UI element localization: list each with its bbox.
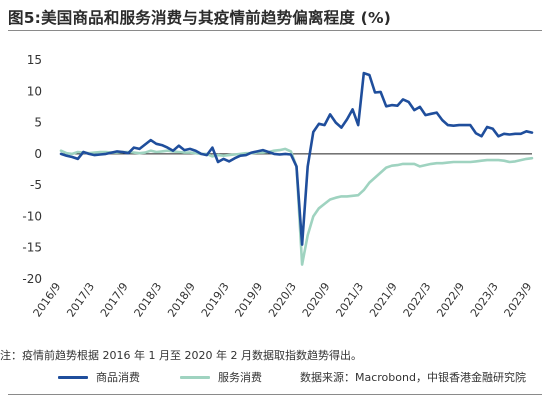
x-tick-label: 2019/9 xyxy=(232,280,265,319)
x-tick-label: 2019/3 xyxy=(199,280,232,319)
y-tick-label: 5 xyxy=(34,116,42,130)
series-line-goods xyxy=(59,71,534,246)
x-tick-label: 2022/9 xyxy=(434,280,467,319)
x-tick-label: 2016/9 xyxy=(31,280,64,319)
x-tick-label: 2021/9 xyxy=(367,280,400,319)
bottom-divider xyxy=(8,394,542,395)
y-tick-label: -20 xyxy=(22,272,42,286)
legend-item-services: 服务消费 xyxy=(180,369,262,385)
title-divider xyxy=(8,30,542,31)
x-tick-label: 2018/3 xyxy=(132,280,165,319)
y-tick-label: -10 xyxy=(22,209,42,223)
x-tick-label: 2020/3 xyxy=(266,280,299,319)
legend-swatch-goods xyxy=(58,375,88,379)
legend-item-goods: 商品消费 xyxy=(58,369,140,385)
x-tick-label: 2021/3 xyxy=(333,280,366,319)
x-tick-label: 2017/3 xyxy=(64,280,97,319)
x-tick-label: 2018/9 xyxy=(165,280,198,319)
x-tick-label: 2022/3 xyxy=(401,280,434,319)
x-tick-label: 2020/9 xyxy=(300,280,333,319)
chart-note: 注：疫情前趋势根据 2016 年 1 月至 2020 年 2 月数据取指数趋势得… xyxy=(0,349,362,362)
data-source: 数据来源：Macrobond，中银香港金融研究院 xyxy=(300,371,526,384)
y-tick-label: -15 xyxy=(22,241,42,255)
y-tick-label: 0 xyxy=(34,147,42,161)
legend-swatch-services xyxy=(180,375,210,379)
x-tick-label: 2023/9 xyxy=(502,280,535,319)
x-tick-label: 2017/9 xyxy=(98,280,131,319)
y-tick-label: 10 xyxy=(27,84,42,98)
y-tick-label: 15 xyxy=(27,53,42,67)
legend-label-goods: 商品消费 xyxy=(96,371,140,384)
chart-title: 图5:美国商品和服务消费与其疫情前趋势偏离程度 (%) xyxy=(8,9,391,27)
y-tick-label: -5 xyxy=(30,178,42,192)
legend-label-services: 服务消费 xyxy=(218,371,262,384)
x-tick-label: 2023/3 xyxy=(468,280,501,319)
chart-legend: 商品消费 服务消费 数据来源：Macrobond，中银香港金融研究院 xyxy=(0,369,550,387)
